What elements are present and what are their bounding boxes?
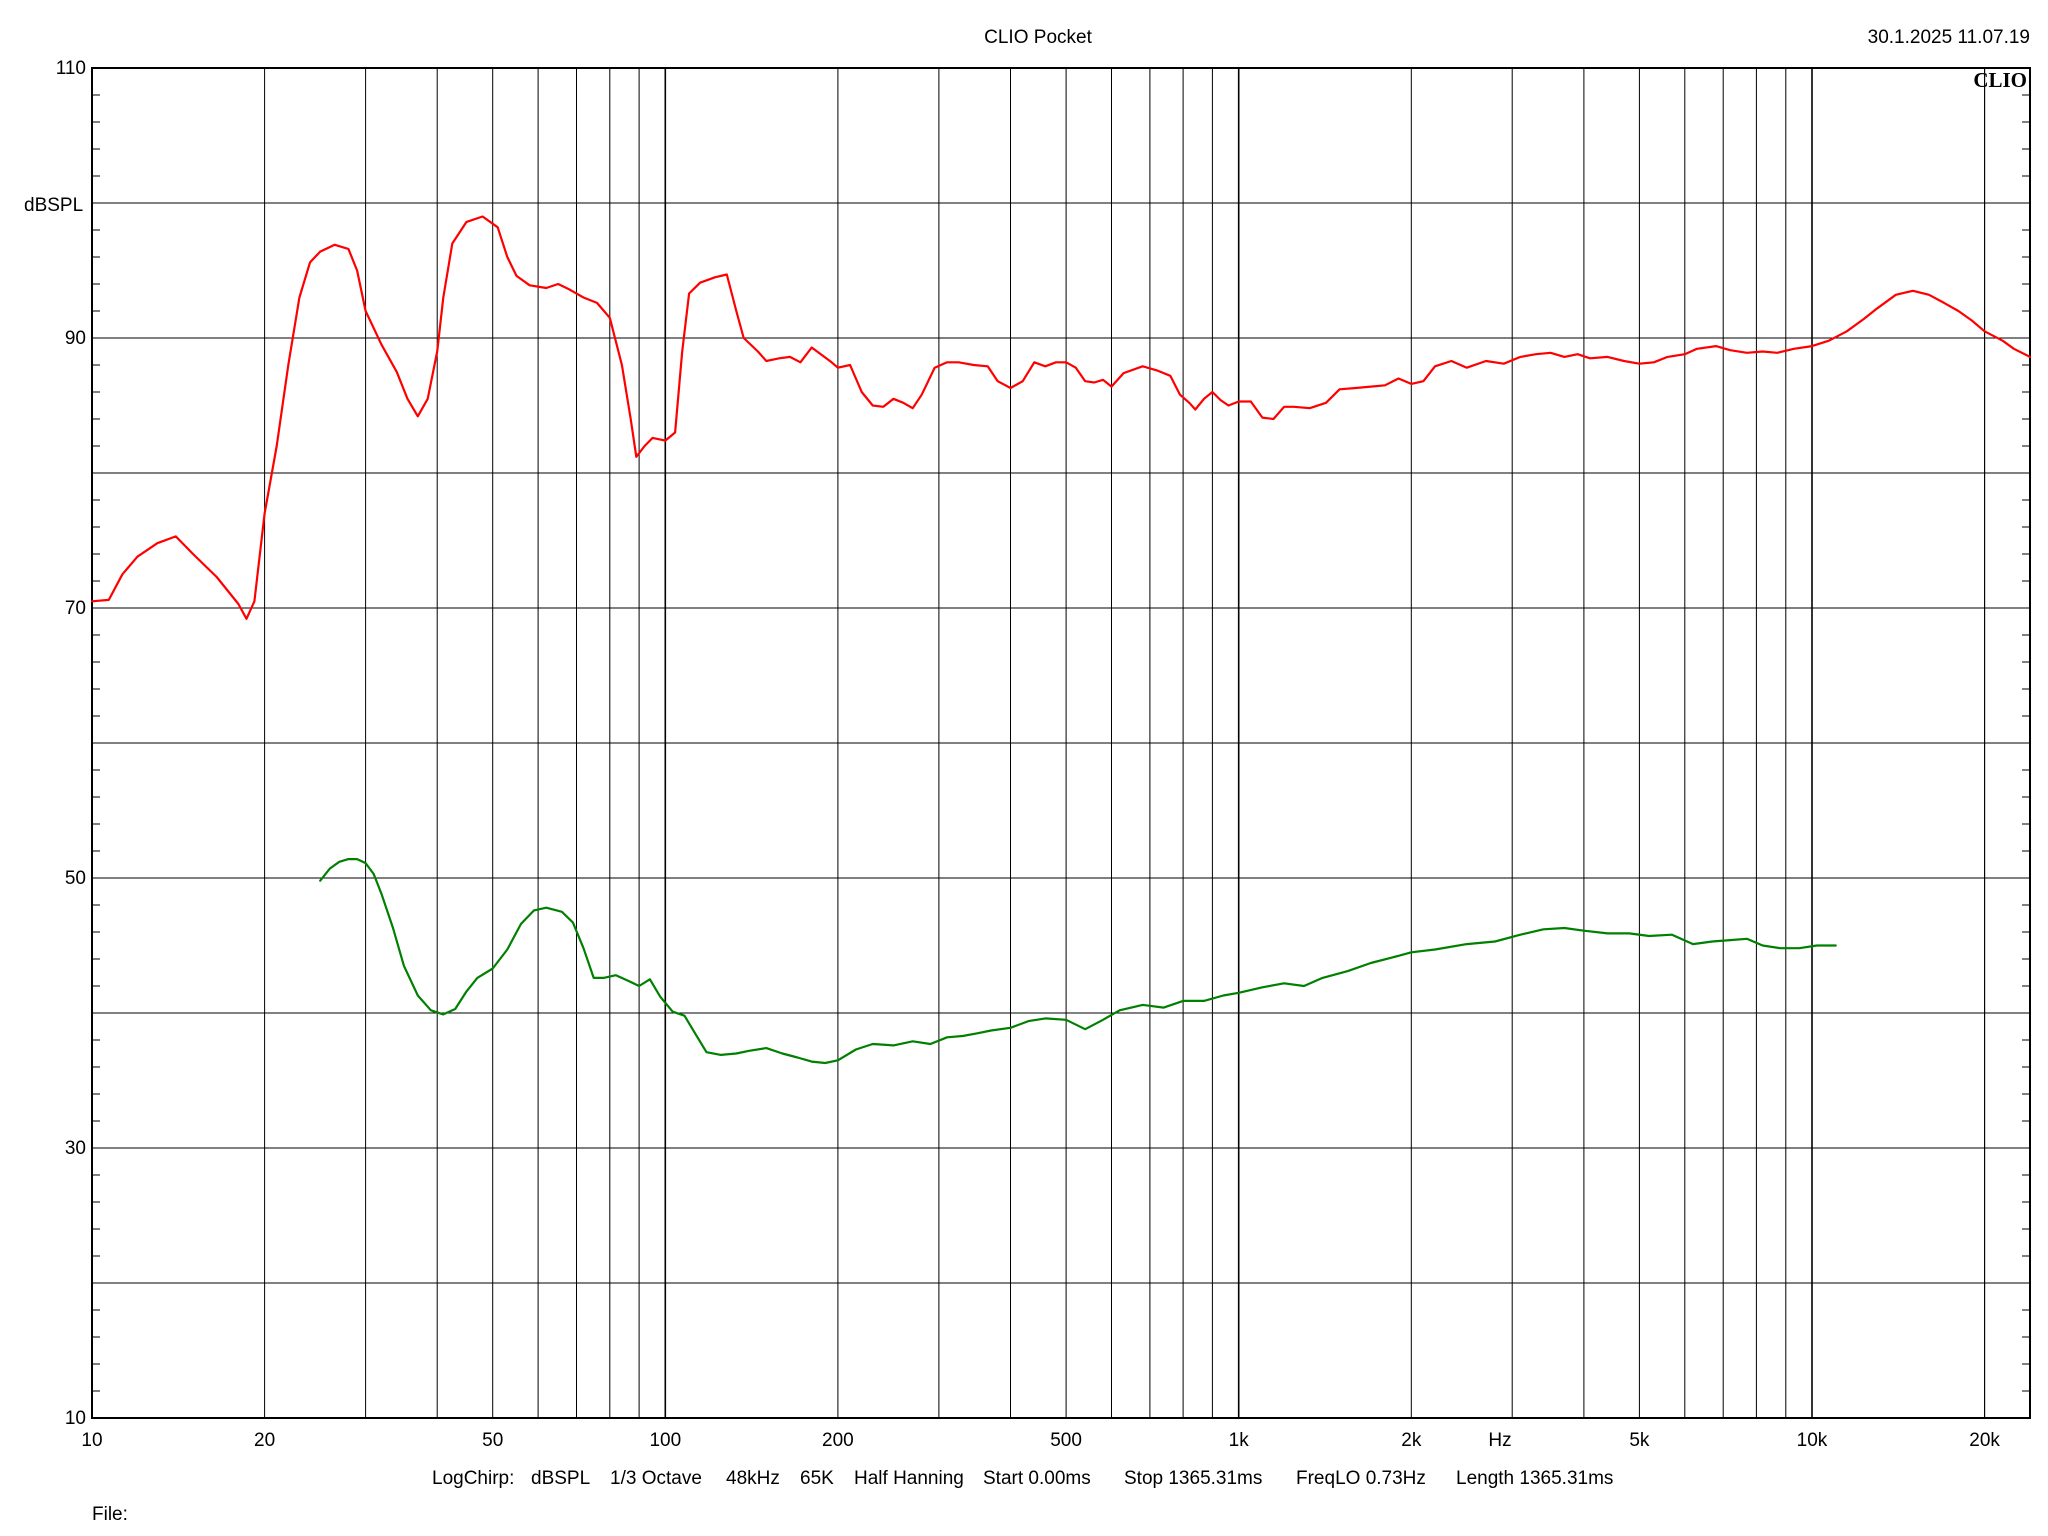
timestamp: 30.1.2025 11.07.19	[1868, 27, 2030, 48]
y-tick-labels: 10 30 50 70 90 110	[56, 58, 86, 1429]
x-tick-label: 20	[254, 1430, 275, 1451]
major-gridlines	[92, 68, 2030, 1418]
series-line-2	[319, 858, 1837, 1065]
x-axis-unit-label: Hz	[1488, 1430, 1511, 1451]
x-tick-label: 20k	[1969, 1430, 2000, 1451]
y-tick-label: 10	[65, 1408, 86, 1429]
x-tick-label: 200	[822, 1430, 854, 1451]
y-tick-label: 30	[65, 1138, 86, 1159]
series-layer	[90, 215, 2032, 1065]
y-tick-label: 70	[65, 598, 86, 619]
settings-freqlo: FreqLO 0.73Hz	[1296, 1468, 1426, 1489]
x-tick-label: 2k	[1401, 1430, 1422, 1451]
settings-window: Half Hanning	[854, 1468, 964, 1489]
file-label: File:	[92, 1504, 128, 1525]
settings-method: LogChirp:	[432, 1468, 514, 1489]
settings-length: Length 1365.31ms	[1456, 1468, 1613, 1489]
x-tick-label: 1k	[1229, 1430, 1250, 1451]
app-title: CLIO Pocket	[984, 27, 1092, 48]
y-axis-unit-label: dBSPL	[24, 195, 83, 216]
x-tick-label: 10k	[1797, 1430, 1828, 1451]
clio-logo: CLIO	[1973, 68, 2027, 92]
settings-sample-rate: 48kHz	[726, 1468, 780, 1489]
x-tick-labels: 10 20 50 100 200 500 1k 2k 5k 10k 20k	[81, 1430, 2000, 1451]
y-tick-label: 110	[56, 58, 86, 79]
plot-frame	[91, 67, 2031, 1419]
x-tick-label: 100	[649, 1430, 681, 1451]
settings-fft-size: 65K	[800, 1468, 834, 1489]
x-tick-label: 50	[482, 1430, 503, 1451]
x-tick-label: 10	[81, 1430, 102, 1451]
y-tick-label: 90	[65, 328, 86, 349]
settings-smoothing: 1/3 Octave	[610, 1468, 702, 1489]
settings-start: Start 0.00ms	[983, 1468, 1091, 1489]
settings-stop: Stop 1365.31ms	[1124, 1468, 1262, 1489]
measurement-settings: LogChirp: dBSPL 1/3 Octave 48kHz 65K Hal…	[432, 1468, 1613, 1489]
x-tick-label: 5k	[1629, 1430, 1650, 1451]
series-line-1	[90, 215, 2032, 620]
y-tick-label: 50	[65, 868, 86, 889]
y-minor-tick-marks	[92, 94, 2030, 1392]
x-tick-label: 500	[1050, 1430, 1082, 1451]
settings-units: dBSPL	[531, 1468, 590, 1489]
